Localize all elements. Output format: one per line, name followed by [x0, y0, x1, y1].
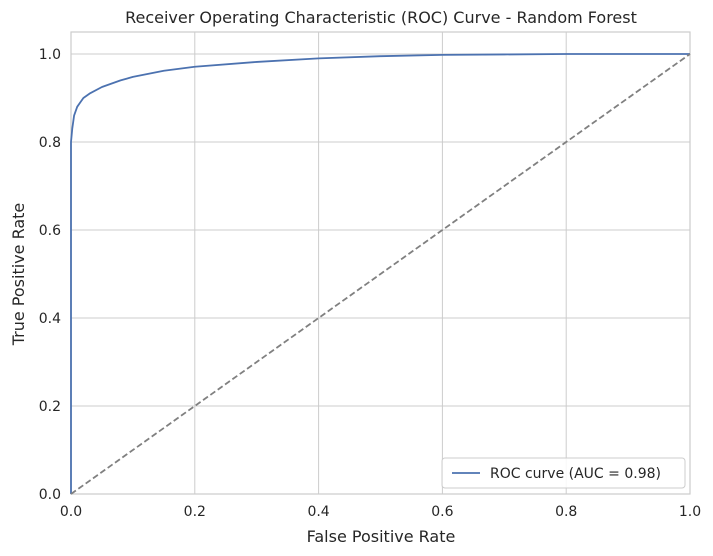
x-tick-label: 0.0	[60, 504, 82, 520]
x-tick-label: 0.6	[431, 504, 453, 520]
x-tick-label: 0.8	[555, 504, 577, 520]
x-tick-label: 0.2	[184, 504, 206, 520]
legend-label-roc: ROC curve (AUC = 0.98)	[490, 466, 661, 482]
y-tick-label: 0.2	[39, 399, 61, 415]
y-tick-label: 0.8	[39, 135, 61, 151]
y-tick-label: 0.0	[39, 487, 61, 503]
roc-curve-line	[70, 53, 690, 494]
y-tick-label: 0.6	[39, 223, 61, 239]
x-axis-title: False Positive Rate	[307, 527, 456, 546]
y-tick-label: 0.4	[39, 311, 61, 327]
legend: ROC curve (AUC = 0.98)	[441, 457, 686, 489]
legend-box	[441, 457, 686, 489]
y-tick-label: 1.0	[39, 47, 61, 63]
y-tick-labels: 0.0 0.2 0.4 0.6 0.8 1.0	[39, 47, 61, 503]
chart-title: Receiver Operating Characteristic (ROC) …	[125, 8, 637, 27]
plot-area	[71, 32, 690, 494]
y-axis-title: True Positive Rate	[9, 203, 28, 347]
grid	[70, 32, 691, 495]
x-tick-label: 0.4	[307, 504, 329, 520]
series-layer	[70, 53, 691, 495]
x-tick-labels: 0.0 0.2 0.4 0.6 0.8 1.0	[60, 504, 701, 520]
chance-diagonal-line	[70, 53, 691, 495]
x-tick-label: 1.0	[679, 504, 701, 520]
